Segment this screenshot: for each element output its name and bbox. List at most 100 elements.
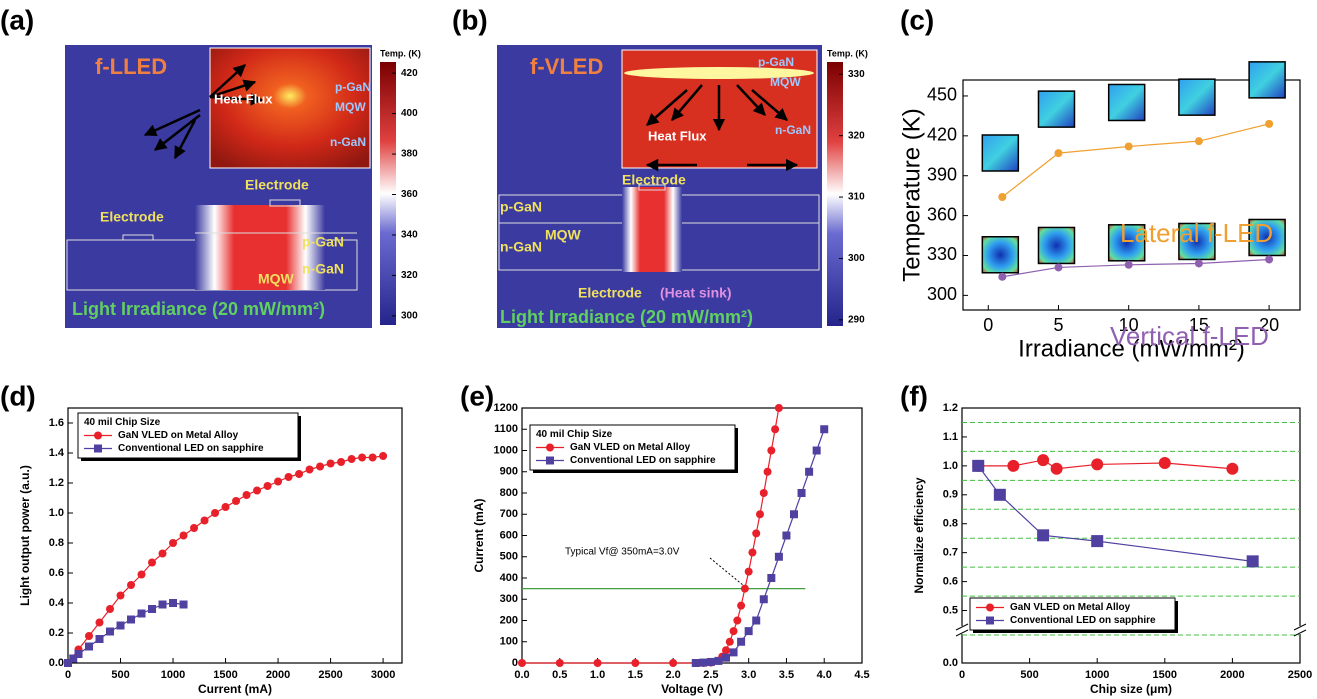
marker — [316, 463, 324, 471]
thumbnail — [982, 237, 1018, 273]
legend-label: Conventional LED on sapphire — [570, 455, 716, 466]
panel-label: (f) — [900, 380, 928, 411]
y-tick-label: 0.0 — [943, 657, 958, 669]
colorbar-label: Temp. (K) — [380, 48, 421, 58]
x-tick-label: 0.5 — [552, 669, 567, 681]
marker — [180, 532, 188, 540]
marker — [180, 601, 188, 609]
marker — [730, 627, 738, 635]
marker — [813, 447, 821, 455]
marker — [722, 646, 730, 654]
colorbar-label: Temp. (K) — [827, 48, 868, 58]
annotation: n-GaN — [500, 239, 542, 255]
colorbar-tick-label: 340 — [401, 230, 418, 241]
marker — [1125, 261, 1133, 269]
marker — [306, 466, 314, 474]
marker — [745, 627, 753, 635]
x-axis-label: Current (mA) — [198, 682, 272, 696]
y-axis-label: Normalize efficiency — [912, 477, 926, 593]
annotation: Light Irradiance (20 mW/mm²) — [72, 299, 325, 319]
panel-label: (b) — [452, 4, 488, 35]
marker — [1195, 259, 1203, 267]
y-tick-label: 330 — [927, 244, 957, 264]
annotation: Electrode — [100, 209, 164, 225]
marker — [820, 425, 828, 433]
thumbnail — [1038, 91, 1074, 127]
x-tick-label: 5 — [1053, 315, 1063, 335]
marker — [1051, 463, 1063, 475]
y-tick-label: 0.7 — [943, 547, 958, 559]
y-tick-label: 300 — [927, 284, 957, 304]
annotation: p-GaN — [302, 234, 344, 250]
colorbar-tick-label: 300 — [848, 253, 865, 264]
y-tick-label: 300 — [500, 593, 518, 605]
x-tick-label: 3.5 — [779, 669, 794, 681]
marker — [85, 643, 93, 651]
y-tick-label: 360 — [927, 204, 957, 224]
marker — [1037, 454, 1049, 466]
marker — [790, 510, 798, 518]
y-tick-label: 1.0 — [943, 460, 958, 472]
marker — [253, 487, 261, 495]
marker — [1226, 463, 1238, 475]
y-tick-label: 0.6 — [943, 576, 958, 588]
y-tick-label: 0.6 — [49, 567, 64, 579]
x-tick-label: 2500 — [318, 669, 342, 681]
x-tick-label: 1000 — [1085, 669, 1109, 681]
x-tick-label: 1.5 — [628, 669, 643, 681]
marker — [998, 273, 1006, 281]
marker — [159, 550, 167, 558]
annotation: n-GaN — [330, 135, 366, 149]
annotation: Electrode — [245, 177, 309, 193]
thumbnail — [982, 135, 1018, 171]
marker — [159, 601, 167, 609]
legend-title: 40 mil Chip Size — [536, 429, 613, 440]
marker — [726, 638, 734, 646]
marker — [972, 460, 984, 472]
x-tick-label: 3.0 — [741, 669, 756, 681]
annotation: Typical Vf@ 350mA=3.0V — [565, 547, 680, 558]
marker — [518, 659, 526, 667]
marker — [327, 460, 335, 468]
series-line — [68, 603, 184, 663]
marker — [211, 509, 219, 517]
marker — [337, 458, 345, 466]
y-tick-label: 1100 — [494, 423, 518, 435]
y-axis-label: Light output power (a.u.) — [18, 465, 32, 606]
y-tick-label: 0.4 — [49, 597, 65, 609]
colorbar-tick-label: 400 — [401, 108, 418, 119]
x-tick-label: 4.5 — [854, 669, 869, 681]
y-tick-label: 1.2 — [943, 402, 958, 414]
x-tick-label: 0 — [65, 669, 71, 681]
annotation: p-GaN — [758, 55, 794, 69]
y-tick-label: 1.2 — [49, 477, 64, 489]
annotation: Heat Flux — [214, 91, 273, 106]
x-axis-label: Chip size (μm) — [1090, 682, 1172, 696]
marker — [594, 659, 602, 667]
marker — [1247, 555, 1259, 567]
x-tick-label: 1500 — [213, 669, 237, 681]
annotation: p-GaN — [500, 199, 542, 215]
y-tick-label: 1.6 — [49, 417, 64, 429]
marker — [556, 659, 564, 667]
legend-label: Conventional LED on sapphire — [1010, 615, 1156, 626]
y-tick-label: 200 — [500, 614, 518, 626]
x-tick-label: 3000 — [371, 669, 395, 681]
marker — [379, 452, 387, 460]
thumbnail — [1109, 84, 1145, 120]
marker — [767, 574, 775, 582]
x-tick-label: 2500 — [1288, 669, 1312, 681]
annotation: MQW — [770, 75, 801, 89]
x-tick-label: 1.0 — [590, 669, 605, 681]
marker — [369, 454, 377, 462]
annotation: MQW — [545, 227, 582, 243]
marker — [138, 610, 146, 618]
colorbar-tick-label: 320 — [848, 130, 865, 141]
x-tick-label: 0 — [959, 669, 965, 681]
y-tick-label: 1.1 — [943, 431, 958, 443]
marker — [1195, 137, 1203, 145]
y-tick-label: 700 — [500, 508, 518, 520]
marker — [737, 638, 745, 646]
y-tick-label: 1.4 — [49, 447, 65, 459]
marker — [733, 617, 741, 625]
